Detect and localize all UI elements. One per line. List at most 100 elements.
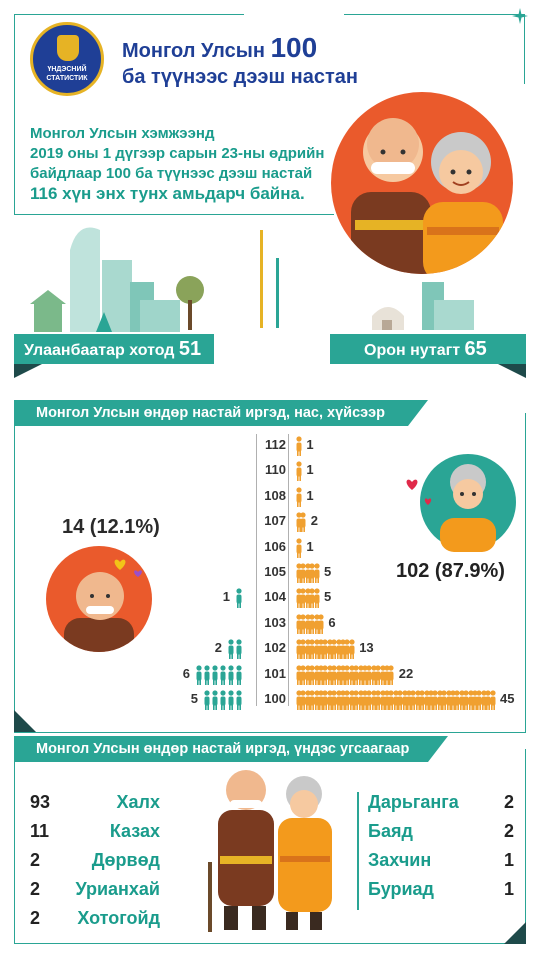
female-person-icon (357, 664, 364, 685)
female-person-icon (296, 690, 302, 710)
pyramid-axis-right (256, 434, 257, 706)
female-person-icon (309, 639, 315, 660)
male-person-icon (220, 664, 226, 685)
male-person-icon (228, 690, 234, 710)
female-person-icon (296, 563, 302, 583)
female-person-icon (349, 639, 355, 660)
ethnic-frame (14, 749, 526, 944)
ethnic-name: Халх (116, 792, 160, 812)
elderly-couple-portrait (331, 92, 513, 274)
female-person-icon (318, 639, 324, 660)
age-frame-top (14, 413, 526, 733)
male-person-icon (236, 664, 242, 685)
female-person-icon (313, 614, 320, 634)
female-total-label: 102 (87.9%) (396, 560, 505, 582)
female-person-icon (371, 690, 377, 710)
male-person-icon (204, 690, 210, 710)
female-person-icon (489, 690, 496, 710)
female-person-icon (313, 664, 320, 685)
female-person-icon (362, 690, 368, 710)
female-person-icon (459, 690, 465, 710)
age-label: 100 (264, 691, 286, 706)
female-person-icon (318, 614, 324, 634)
female-person-icon (309, 614, 315, 634)
divider-bar-1 (260, 230, 263, 328)
female-person-icon (384, 664, 390, 685)
age-label: 107 (264, 513, 286, 529)
ethnic-section-heading: Монгол Улсын өндөр настай иргэд, үндэс у… (14, 736, 428, 762)
male-count: 6 (182, 665, 190, 681)
ulaanbaatar-count: Улаанбаатар хотод 51 (14, 334, 214, 364)
male-person-icon (196, 664, 202, 685)
female-person-icon (485, 690, 491, 710)
female-count: 1 (306, 437, 314, 452)
elderly-couple-standing (208, 770, 332, 932)
male-count: 1 (222, 589, 230, 605)
female-person-icon (309, 690, 315, 710)
female-person-icon (335, 664, 342, 685)
ethnic-name: Баяд (368, 821, 413, 841)
female-count: 6 (328, 614, 336, 630)
female-person-icon (472, 690, 478, 710)
female-person-icon (366, 690, 372, 710)
female-person-icon (300, 639, 306, 660)
female-person-icon (454, 690, 460, 710)
female-person-icon (309, 588, 315, 609)
female-person-icon (379, 664, 386, 685)
female-person-icon (388, 690, 394, 710)
city-skyline-icon (30, 227, 204, 332)
ethnic-name: Дарьганга (368, 792, 459, 812)
frame-right-upper (524, 14, 525, 84)
ethnic-name: Хотогойд (77, 908, 160, 928)
female-count: 45 (500, 691, 515, 706)
female-person-icon (327, 639, 333, 660)
female-person-icon (362, 664, 368, 685)
female-person-icon (331, 639, 337, 660)
age-label: 106 (264, 538, 286, 554)
ethnic-count: 2 (30, 908, 41, 928)
female-person-icon (313, 639, 320, 660)
female-person-icon (296, 588, 302, 609)
age-label: 103 (264, 614, 286, 630)
female-count: 2 (310, 513, 319, 529)
male-person-icon (228, 664, 234, 685)
ethnic-heading-tail (428, 736, 448, 762)
rural-count: Орон нутагт 65 (330, 334, 526, 364)
female-person-icon (322, 639, 328, 660)
divider-bar-2 (276, 258, 279, 328)
female-person-icon (423, 690, 430, 710)
female-count: 5 (324, 589, 332, 605)
rural-corner (498, 364, 526, 378)
age-corner-bottom (14, 710, 36, 732)
male-person-icon (236, 639, 242, 660)
female-person-icon (313, 563, 320, 583)
ethnic-name: Урианхай (75, 879, 160, 899)
frame-top-right (344, 14, 524, 15)
ethnic-count: 2 (30, 879, 41, 899)
female-person-icon (305, 690, 311, 710)
male-person-icon (204, 664, 210, 685)
ethnic-corner-bottom (504, 922, 526, 944)
female-person-icon (415, 690, 421, 710)
countryside-icon (372, 282, 474, 330)
male-person-icon (212, 664, 218, 685)
intro-line4: 116 хүн энх тунх амьдарч байна. (30, 184, 305, 203)
female-count: 22 (398, 665, 414, 681)
elderly-woman-portrait (406, 452, 518, 552)
female-person-icon (384, 690, 390, 710)
intro-line1: Монгол Улсын хэмжээнд (30, 125, 215, 142)
female-person-icon (375, 690, 381, 710)
rural-label: Орон нутагт (364, 342, 461, 359)
age-label: 102 (264, 640, 286, 656)
ub-value: 51 (178, 338, 202, 360)
female-person-icon (353, 690, 359, 710)
female-person-icon (318, 664, 324, 685)
female-person-icon (322, 690, 328, 710)
female-person-icon (366, 664, 372, 685)
ethnic-name: Захчин (368, 850, 432, 870)
male-person-icon (212, 690, 218, 710)
intro-line3: байдлаар 100 ба түүнээс дээш настай (30, 165, 313, 182)
female-person-icon (296, 537, 302, 558)
female-person-icon (300, 614, 306, 634)
female-person-icon (375, 664, 381, 685)
